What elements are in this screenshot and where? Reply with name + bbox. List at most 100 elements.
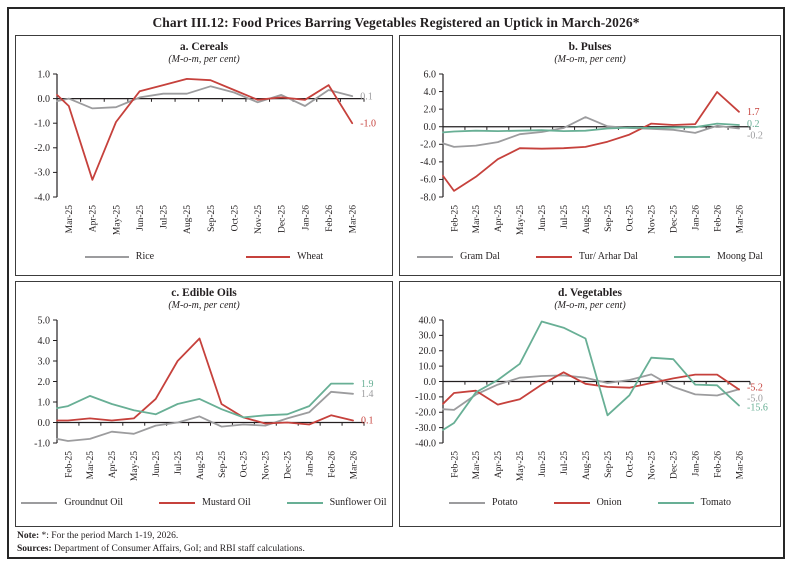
y-tick-label: -3.0: [34, 168, 50, 179]
x-category-label: Jun-25: [538, 205, 548, 231]
legend-pulses: Gram Dal Tur/ Arhar Dal Moong Dal: [417, 251, 763, 262]
x-category-label: Dec-25: [278, 205, 288, 233]
series-end-label: 1.7: [747, 107, 760, 118]
series-end-label: -5.2: [747, 383, 763, 394]
legend-line-swatch: [246, 255, 291, 258]
chart-main-title: Chart III.12: Food Prices Barring Vegeta…: [152, 15, 640, 30]
x-category-label: Dec-25: [284, 451, 294, 479]
y-tick-label: 10.0: [419, 361, 437, 372]
panel-subtitle: (M-o-m, per cent): [554, 54, 626, 65]
series-end-label: 1.4: [361, 389, 374, 400]
legend-edible-oils: Groundnut Oil Mustard Oil Sunflower Oil: [21, 497, 387, 508]
y-tick-label: -2.0: [420, 140, 436, 151]
series-end-label: 0.2: [747, 119, 760, 130]
x-category-label: Feb-25: [450, 451, 460, 478]
x-category-label: Feb-26: [713, 451, 723, 478]
plot-pulses: 6.0 4.0 2.0 0.0 -2.0 -4.0 -6.0 -8.0 -0.2 1.70.2 Fe…: [420, 69, 763, 235]
plot-edible-oils: 5.0 4.0 3.0 2.0 1.0 0.0 -1.0 1.4 0.1 1.9 Feb-25 Mar…: [34, 315, 374, 481]
sources-text: Department of Consumer Affairs, GoI; and…: [54, 544, 305, 554]
x-category-label: Aug-25: [582, 451, 592, 480]
y-tick-label: 2.0: [424, 104, 437, 115]
legend-label: Tomato: [700, 497, 731, 508]
y-tick-label: 0.0: [38, 94, 51, 105]
series-end-label: -5.0: [747, 393, 763, 404]
x-category-label: Feb-26: [327, 451, 337, 478]
panel-title: d. Vegetables: [558, 287, 622, 299]
x-category-label: Feb-26: [713, 205, 723, 232]
x-category-label: Dec-25: [670, 205, 680, 233]
x-category-label: Jun-25: [152, 451, 162, 477]
x-category-label: May-25: [130, 451, 140, 481]
x-category-label: Jan-26: [691, 451, 701, 477]
y-tick-label: 30.0: [419, 331, 437, 342]
y-tick-label: -20.0: [415, 408, 436, 419]
legend-item: Rice: [84, 251, 155, 262]
legend-item: Sunflower Oil: [286, 497, 387, 508]
panel-subtitle: (M-o-m, per cent): [554, 300, 626, 311]
x-category-label: Jul-25: [560, 205, 570, 229]
series-end-label: 1.9: [361, 379, 374, 390]
y-tick-label: 4.0: [424, 87, 437, 98]
y-tick-label: -1.0: [34, 438, 50, 449]
legend-label: Onion: [596, 497, 622, 508]
footer-notes: Note: *: For the period March 1-19, 2026…: [17, 530, 783, 556]
sources-line: Sources: Department of Consumer Affairs,…: [17, 543, 783, 556]
note-text: *: For the period March 1-19, 2026.: [41, 531, 179, 541]
legend-line-swatch: [553, 501, 590, 504]
x-category-label: Mar-25: [472, 451, 482, 480]
x-category-label: Jul-25: [174, 451, 184, 475]
x-category-label: Mar-25: [65, 205, 75, 234]
plot-cereals: 1.0 0.0 -1.0 -2.0 -3.0 -4.0 0.1 -1.0 Mar-25 Apr-2…: [34, 69, 376, 235]
y-tick-label: -4.0: [420, 157, 436, 168]
legend-label: Gram Dal: [460, 251, 500, 262]
y-tick-label: 5.0: [38, 315, 51, 326]
x-category-label: Sep-25: [218, 451, 228, 478]
y-tick-label: 40.0: [419, 315, 437, 326]
legend-line-swatch: [84, 255, 129, 258]
legend-line-swatch: [449, 501, 486, 504]
x-category-label: Apr-25: [494, 205, 504, 232]
x-category-label: May-25: [112, 205, 122, 235]
note-label: Note:: [17, 531, 40, 541]
x-category-label: Dec-25: [670, 451, 680, 479]
x-category-label: Mar-25: [472, 205, 482, 234]
x-category-label: Jan-26: [305, 451, 315, 477]
x-category-label: Mar-26: [348, 205, 358, 234]
x-category-label: Oct-25: [240, 451, 250, 478]
x-category-label: Nov-25: [254, 205, 264, 234]
panel-cereals: a. Cereals (M-o-m, per cent) 1.0 0.0 -1.0 -2.…: [15, 35, 393, 276]
panel-pulses: b. Pulses (M-o-m, per cent) 6.0 4.0 2.0 0.0 -2…: [399, 35, 781, 276]
legend-label: Rice: [135, 251, 155, 262]
y-tick-label: 4.0: [38, 336, 51, 347]
x-category-label: Jun-25: [136, 205, 146, 231]
legend-line-swatch: [673, 255, 710, 258]
x-category-label: Sep-25: [207, 205, 217, 232]
y-tick-label: -40.0: [415, 438, 436, 449]
legend-label: Tur/ Arhar Dal: [578, 251, 638, 262]
x-category-label: Jun-25: [538, 451, 548, 477]
chart-frame: Chart III.12: Food Prices Barring Vegeta…: [7, 7, 785, 559]
series-end-label: -15.6: [747, 403, 768, 414]
panels-grid: a. Cereals (M-o-m, per cent) 1.0 0.0 -1.0 -2.…: [15, 35, 781, 527]
x-category-label: May-25: [516, 205, 526, 235]
x-category-label: Jul-25: [560, 451, 570, 475]
series-end-label: -0.2: [747, 131, 763, 142]
legend-line-swatch: [159, 501, 196, 504]
y-tick-label: -2.0: [34, 143, 50, 154]
y-tick-label: 0.0: [424, 122, 437, 133]
panel-title: b. Pulses: [568, 41, 612, 53]
legend-item: Mustard Oil: [159, 497, 251, 508]
x-category-label: Feb-25: [64, 451, 74, 478]
y-tick-label: -4.0: [34, 192, 50, 203]
legend-line-swatch: [657, 501, 694, 504]
plot-vegetables: 40.0 30.0 20.0 10.0 0.0 -10.0 -20.0 -30.0 -40.0 -…: [415, 315, 768, 481]
x-category-label: Jan-26: [691, 205, 701, 231]
legend-item: Onion: [553, 497, 622, 508]
y-tick-label: 3.0: [38, 356, 51, 367]
legend-label: Mustard Oil: [202, 497, 251, 508]
legend-line-swatch: [286, 501, 323, 504]
y-tick-label: 1.0: [38, 397, 51, 408]
legend-label: Sunflower Oil: [329, 497, 387, 508]
x-category-label: Feb-25: [450, 205, 460, 232]
x-category-label: Oct-25: [626, 451, 636, 478]
